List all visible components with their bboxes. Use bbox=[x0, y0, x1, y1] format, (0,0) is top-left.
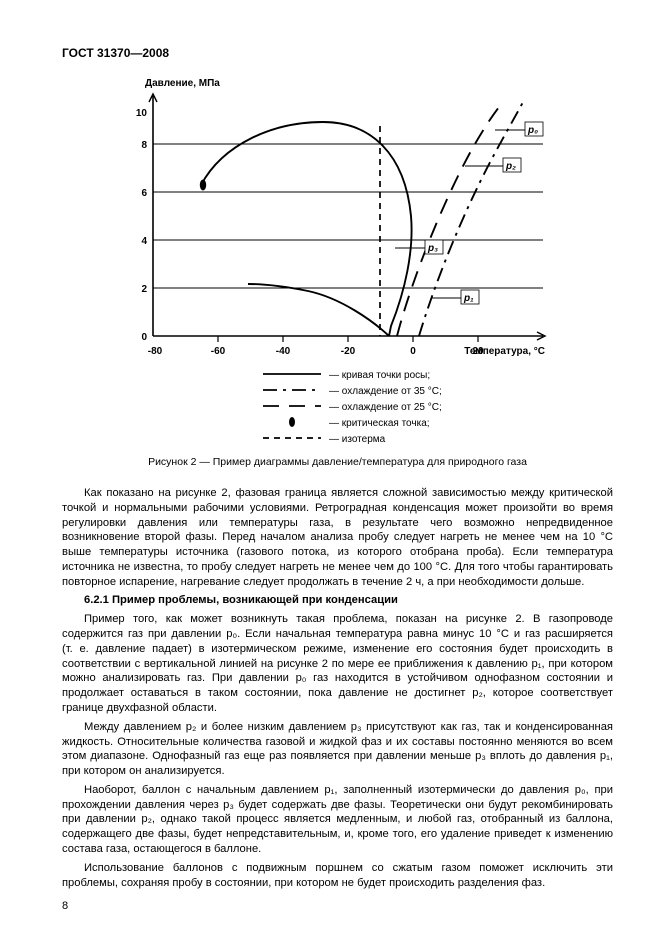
p-labels: p₀ p₂ p₃ p₁ bbox=[395, 122, 543, 304]
svg-text:-80: -80 bbox=[147, 346, 162, 357]
page-number: 8 bbox=[62, 900, 68, 912]
svg-text:6: 6 bbox=[141, 188, 147, 199]
axes bbox=[149, 94, 545, 342]
svg-text:p₃: p₃ bbox=[427, 243, 438, 254]
para-3: Между давлением p₂ и более низким давлен… bbox=[62, 720, 613, 779]
svg-text:p₁: p₁ bbox=[463, 293, 474, 304]
svg-text:-60: -60 bbox=[210, 346, 225, 357]
svg-text:4: 4 bbox=[141, 236, 147, 247]
legend: — кривая точки росы; — охлаждение от 35 … bbox=[263, 370, 442, 445]
figure-caption: Рисунок 2 — Пример диаграммы давление/те… bbox=[62, 456, 613, 468]
para-2: Пример того, как может возникнуть такая … bbox=[62, 612, 613, 715]
svg-text:-40: -40 bbox=[275, 346, 290, 357]
svg-text:p₀: p₀ bbox=[527, 125, 538, 136]
svg-text:8: 8 bbox=[141, 140, 147, 151]
svg-text:0: 0 bbox=[410, 346, 416, 357]
y-axis-label: Давление, МПа bbox=[145, 78, 220, 89]
subheading-621: 6.2.1 Пример проблемы, возникающей при к… bbox=[62, 593, 613, 608]
svg-text:p₂: p₂ bbox=[505, 161, 516, 172]
figure-2: Давление, МПа 10 8 6 4 2 0 -80 -60 -40 -… bbox=[62, 66, 613, 446]
svg-text:— охлаждение от 35 °C;: — охлаждение от 35 °C; bbox=[329, 386, 442, 397]
dew-curve-lower bbox=[248, 284, 389, 336]
svg-text:— кривая точки росы;: — кривая точки росы; bbox=[329, 370, 430, 381]
para-5: Использование баллонов с подвижным поршн… bbox=[62, 861, 613, 891]
svg-text:— изотерма: — изотерма bbox=[329, 434, 386, 445]
x-axis-label: Температура, °C bbox=[464, 346, 545, 357]
doc-header: ГОСТ 31370—2008 bbox=[62, 46, 613, 60]
body-text: Как показано на рисунке 2, фазовая грани… bbox=[62, 486, 613, 890]
critical-point-marker bbox=[199, 180, 205, 191]
cool-25 bbox=[397, 102, 503, 336]
svg-text:10: 10 bbox=[135, 108, 147, 119]
svg-text:— критическая точка;: — критическая точка; bbox=[329, 418, 430, 429]
svg-text:— охлаждение от 25 °C;: — охлаждение от 25 °C; bbox=[329, 402, 442, 413]
svg-text:-20: -20 bbox=[340, 346, 355, 357]
para-1: Как показано на рисунке 2, фазовая грани… bbox=[62, 486, 613, 589]
y-tick-labels: 10 8 6 4 2 0 bbox=[135, 108, 147, 343]
svg-text:2: 2 bbox=[141, 284, 147, 295]
svg-text:0: 0 bbox=[141, 332, 147, 343]
para-4: Наоборот, баллон с начальным давлением p… bbox=[62, 783, 613, 857]
x-tick-labels: -80 -60 -40 -20 0 20 bbox=[147, 346, 483, 357]
